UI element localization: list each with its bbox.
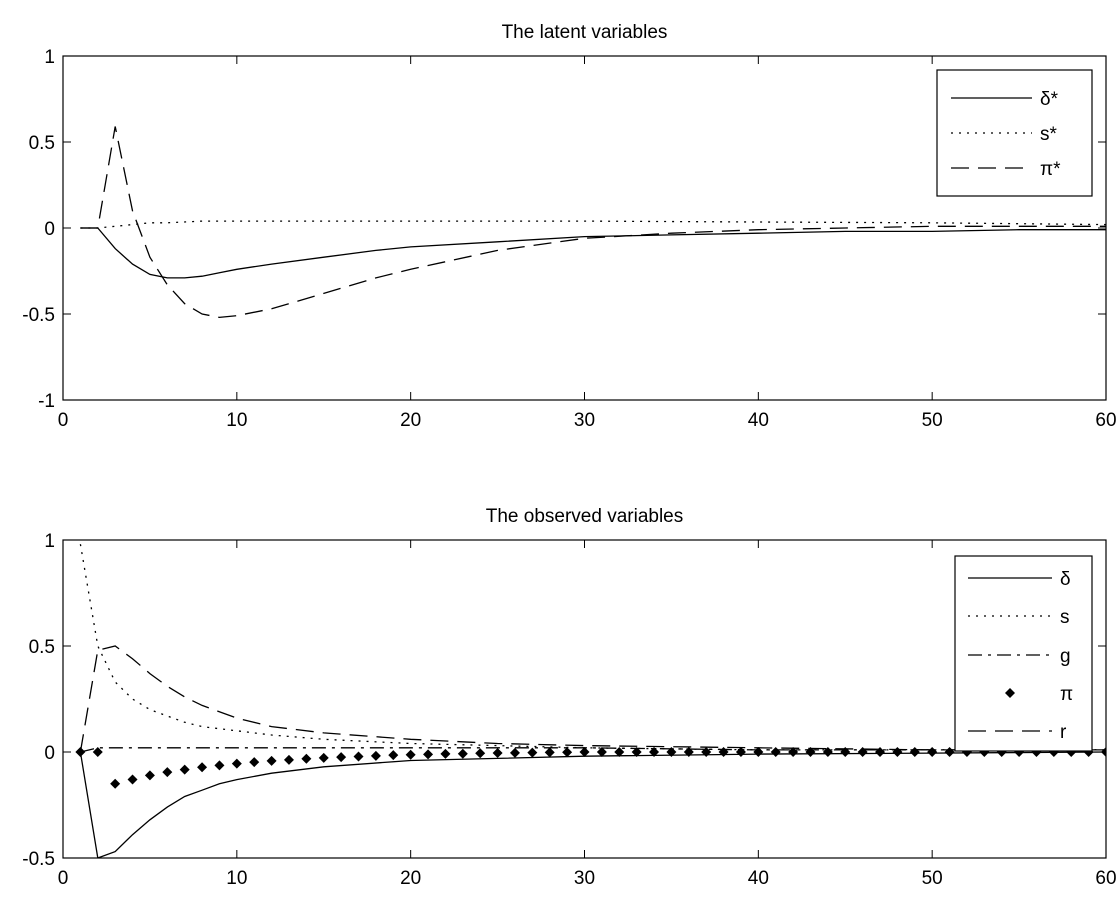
data-point [788,747,799,757]
x-tick-label: 50 [922,868,943,889]
legend-label: π [1060,684,1073,705]
plot-area [62,539,1107,859]
x-tick-label: 30 [574,868,595,889]
chart-title: The latent variables [502,22,668,43]
series-2-line [79,544,1106,751]
data-point [475,748,486,759]
x-tick-label: 20 [400,868,421,889]
data-point [909,747,920,757]
y-tick-label: -1 [38,391,55,412]
data-point [875,747,886,757]
x-tick-label: 0 [58,868,69,889]
data-point [457,748,468,759]
data-point [735,747,746,757]
data-point [301,753,312,764]
data-point [336,752,347,763]
y-tick-label: 0 [44,219,55,240]
data-point [753,747,764,757]
data-point [405,749,416,760]
data-point [596,747,607,757]
data-point [927,747,938,757]
data-point [318,752,329,763]
legend-label: s* [1040,124,1058,145]
data-point [805,747,816,757]
data-point [544,747,555,758]
x-tick-label: 20 [400,410,421,431]
legend-label: s [1060,607,1070,628]
y-tick-label: 1 [44,47,55,68]
data-point [649,747,660,757]
y-tick-label: -0.5 [22,849,55,870]
legend-label: δ [1060,569,1071,590]
legend-box [936,69,1093,197]
legend-label: π* [1040,159,1061,180]
legend: δ* s* π* [936,69,1093,197]
data-point [75,747,86,757]
data-point [353,751,364,762]
data-point [231,758,242,769]
data-point [197,762,208,773]
data-point [509,747,520,758]
chart-title: The observed variables [486,506,684,527]
data-point [370,750,381,761]
x-tick-label: 40 [748,410,769,431]
x-tick-label: 50 [922,410,943,431]
data-point [683,747,694,757]
data-point [144,770,155,781]
data-point [892,747,903,757]
data-point [283,754,294,765]
data-point [822,747,833,757]
data-point [440,748,451,759]
series-3-line [80,126,1106,319]
x-tick-label: 0 [58,410,69,431]
data-point [770,747,781,757]
series-1-line [79,751,1106,858]
data-point [162,767,173,778]
x-tick-label: 30 [574,410,595,431]
legend-label: r [1060,722,1067,743]
y-tick-label: 0.5 [29,637,55,658]
data-point [701,747,712,757]
x-tick-label: 10 [226,410,247,431]
legend-box [954,555,1093,752]
data-point [666,747,677,757]
data-point [718,747,729,757]
x-tick-label: 10 [226,868,247,889]
data-point [562,747,573,758]
y-tick-label: 1 [44,531,55,552]
legend-label: g [1060,646,1071,667]
y-tick-label: -0.5 [22,305,55,326]
data-point [179,764,190,775]
series-2-line [80,220,1106,229]
data-point [614,747,625,757]
legend-label: δ* [1040,89,1059,110]
data-point [110,778,121,789]
data-point [249,757,260,768]
data-point [492,748,503,759]
x-tick-label: 40 [748,868,769,889]
data-point [214,760,225,771]
data-point [631,747,642,757]
x-tick-label: 60 [1095,410,1116,431]
data-point [579,747,590,757]
data-point [944,747,955,757]
data-point [266,755,277,766]
data-point [127,774,138,785]
x-tick-label: 60 [1095,868,1116,889]
data-point [423,749,434,760]
data-point [527,747,538,758]
series-5-line [79,645,1106,753]
y-tick-label: 0 [44,743,55,764]
legend-marker [1005,688,1015,698]
data-point [92,747,103,757]
y-tick-label: 0.5 [29,133,55,154]
data-point [1101,747,1106,757]
data-point [388,750,399,761]
series-1-line [80,227,1106,279]
